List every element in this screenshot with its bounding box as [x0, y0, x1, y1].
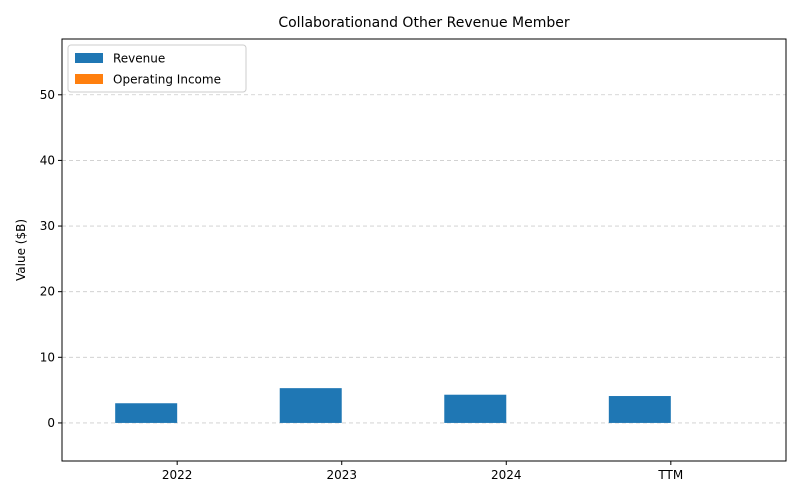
- x-tick-label: 2023: [326, 468, 357, 482]
- legend-label: Operating Income: [113, 73, 221, 87]
- y-tick-label: 40: [40, 153, 55, 167]
- legend-swatch: [75, 74, 103, 84]
- plot-frame: [61, 38, 787, 462]
- legend-label: Revenue: [113, 52, 165, 66]
- chart-title: Collaborationand Other Revenue Member: [278, 15, 570, 31]
- bar-revenue: [115, 403, 178, 423]
- legend-swatch: [75, 53, 103, 63]
- legend: Revenue Operating Income: [67, 44, 247, 93]
- y-axis-ticks: 0 10 20 30 40 50: [40, 88, 62, 430]
- grid-lines: [62, 94, 786, 424]
- x-tick-label: TTM: [657, 468, 683, 482]
- y-axis-label: Value ($B): [14, 219, 28, 281]
- bar-revenue: [279, 388, 342, 423]
- x-tick-label: 2024: [491, 468, 522, 482]
- y-tick-label: 30: [40, 219, 55, 233]
- y-tick-label: 50: [40, 88, 55, 102]
- bars: [115, 388, 671, 423]
- y-tick-label: 10: [40, 350, 55, 364]
- legend-box: [67, 44, 247, 93]
- y-tick-label: 0: [47, 416, 55, 430]
- bar-revenue: [444, 394, 507, 423]
- bar-revenue: [608, 396, 671, 423]
- y-tick-label: 20: [40, 285, 55, 299]
- x-axis-ticks: 2022 2023 2024 TTM: [162, 461, 683, 482]
- x-tick-label: 2022: [162, 468, 193, 482]
